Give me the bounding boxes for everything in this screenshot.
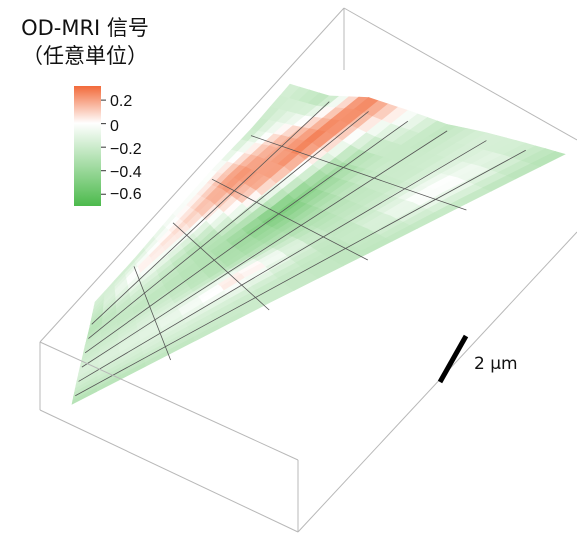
colorbar-tick-label: 0 [110,118,119,135]
scale-bar-label: 2 μm [474,354,518,374]
grid-line [211,178,368,261]
colorbar-tick-label: −0.6 [110,186,142,203]
colorbar-ticks [101,99,106,195]
grid-line [88,111,369,339]
colorbar [74,86,101,206]
surface-mesh [71,83,566,405]
grid-line [133,266,171,361]
grid-line [250,135,467,211]
colorbar-tick-label: 0.2 [110,93,133,110]
grid-line [81,130,448,368]
grid-line [84,120,409,354]
colorbar-tick-label: −0.2 [110,141,142,158]
bounding-box-front [39,231,577,533]
grid-line [78,140,487,382]
grid-line [91,101,330,325]
grid-line [75,149,526,397]
scale-bar [437,334,469,384]
colorbar-title: OD-MRI 信号 [21,16,149,40]
surface-cell [530,151,566,167]
grid-line [172,222,270,311]
colorbar-subtitle: （任意単位） [22,44,148,68]
bounding-box-back [39,7,577,410]
surface-grid [75,101,526,397]
colorbar-tick-label: −0.4 [110,164,142,181]
